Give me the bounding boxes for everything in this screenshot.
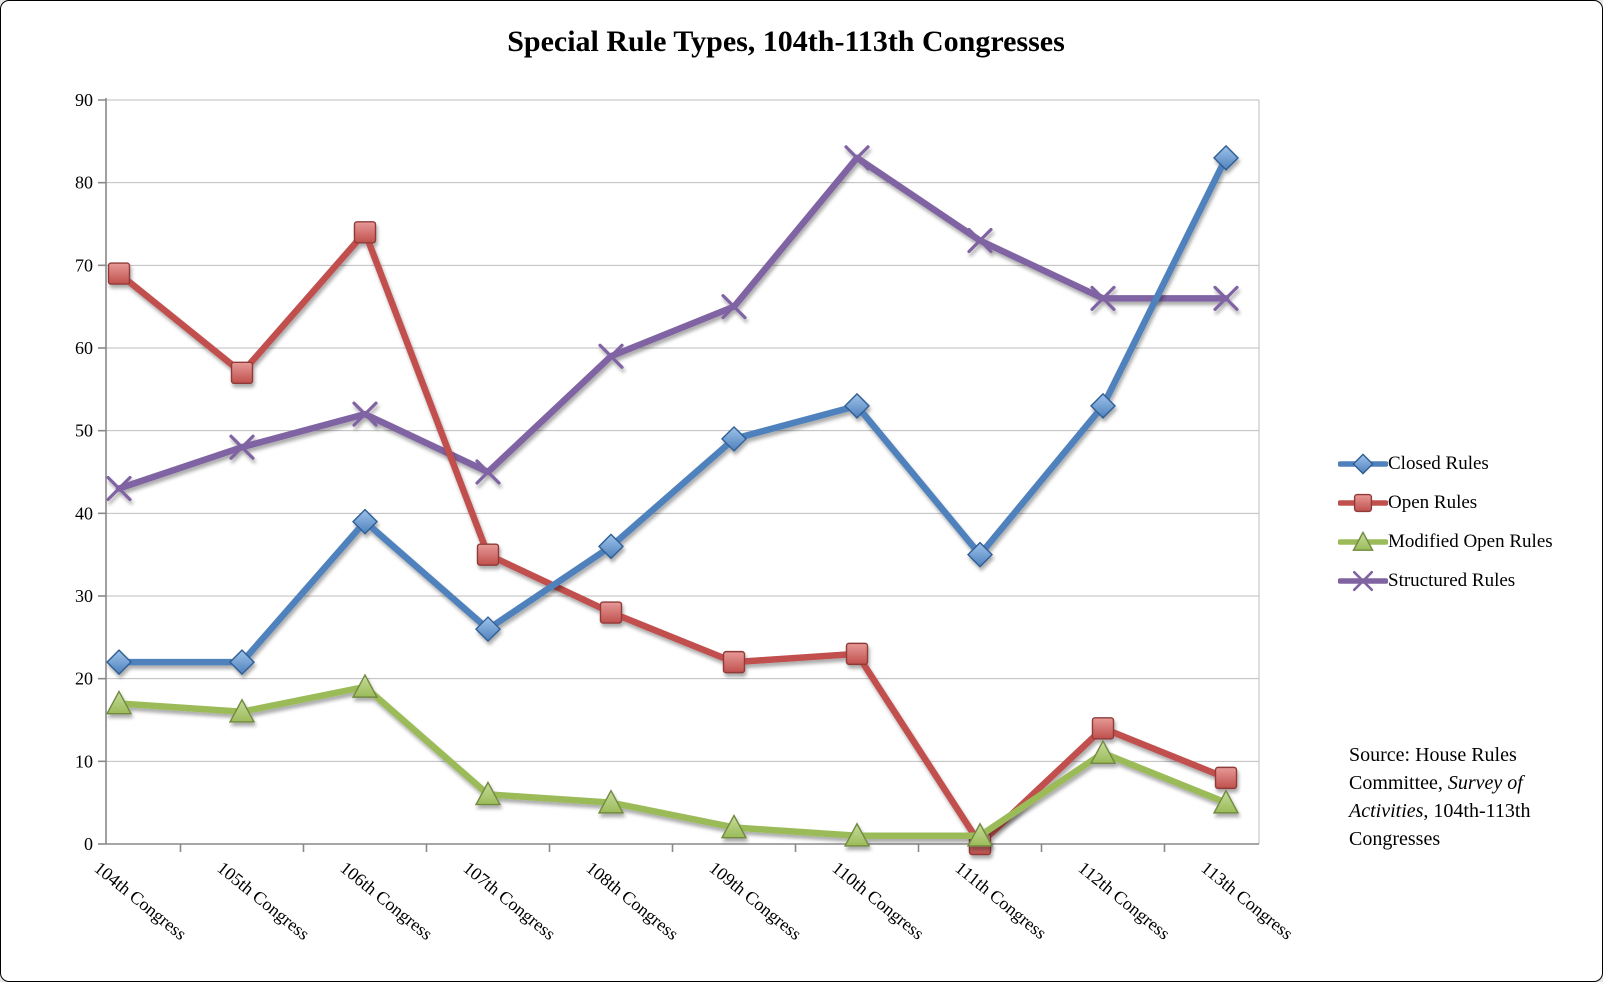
data-point-marker [720, 813, 748, 839]
y-axis-tick-label: 40 [75, 503, 93, 523]
legend-label: Closed Rules [1388, 453, 1489, 474]
data-point-marker [967, 227, 993, 254]
x-axis-label: 109th Congress [705, 858, 805, 944]
source-note-text: Source: House Rules Committee, [1349, 744, 1517, 794]
data-point-marker [1091, 717, 1115, 740]
data-point-marker [107, 262, 131, 285]
source-note-suffix: , 104th-113th Congresses [1349, 800, 1531, 850]
source-note: Source: House Rules Committee, Survey of… [1349, 741, 1571, 853]
data-point-marker [845, 642, 869, 666]
data-point-marker [351, 673, 379, 698]
y-axis-tick-label: 50 [75, 421, 93, 441]
data-point-marker [1089, 739, 1117, 764]
series-closed-rules [106, 144, 1239, 676]
x-legend-marker-icon [1338, 570, 1388, 592]
y-axis-tick-label: 0 [84, 834, 93, 854]
legend-item-modified-open-rules: Modified Open Rules [1338, 530, 1553, 554]
y-axis-tick-label: 60 [75, 338, 93, 358]
y-axis-tick-label: 10 [75, 751, 93, 771]
data-point-marker [228, 698, 256, 723]
x-axis-label: 107th Congress [459, 858, 559, 944]
data-point-marker [106, 475, 132, 502]
data-point-marker [353, 221, 377, 244]
data-point-marker [1213, 285, 1239, 311]
data-point-marker [1090, 285, 1116, 311]
diamond-legend-marker-icon [1338, 453, 1388, 475]
x-axis-label: 113th Congress [1197, 858, 1297, 944]
x-axis-label: 105th Congress [213, 858, 313, 944]
legend-label: Modified Open Rules [1388, 531, 1553, 552]
data-point-marker [966, 822, 994, 847]
legend-item-structured-rules: Structured Rules [1338, 569, 1553, 593]
data-point-marker [352, 508, 378, 535]
series-open-rules [107, 221, 1238, 856]
y-axis-tick-label: 80 [75, 173, 93, 193]
x-axis-label: 106th Congress [336, 858, 436, 944]
chart-title: Special Rule Types, 104th-113th Congress… [507, 25, 1065, 58]
data-point-marker [844, 145, 870, 171]
data-point-marker [230, 361, 254, 384]
data-point-marker [106, 649, 132, 676]
data-point-marker [229, 649, 255, 676]
y-axis-tick-label: 70 [75, 255, 93, 275]
data-point-marker [352, 401, 378, 427]
data-point-marker [474, 780, 502, 806]
legend-label: Structured Rules [1388, 570, 1516, 591]
legend: Closed Rules Open Rules Modified Open Rule… [1338, 452, 1553, 608]
x-axis-label: 110th Congress [828, 858, 928, 944]
series-line [115, 154, 1230, 492]
data-point-marker [1212, 789, 1240, 814]
data-point-marker [1352, 453, 1374, 475]
x-axis-label: 108th Congress [582, 858, 682, 944]
y-axis-tick-label: 20 [75, 669, 93, 689]
data-point-marker [598, 533, 624, 560]
data-point-marker [843, 822, 871, 847]
y-axis-tick-label: 30 [75, 586, 93, 606]
data-point-marker [844, 392, 870, 419]
data-point-marker [599, 601, 623, 624]
series-line [115, 154, 1230, 666]
data-point-marker [598, 343, 624, 369]
gridlines [106, 99, 1260, 844]
source-note-italic: Survey of Activities [1349, 772, 1523, 822]
data-point-marker [1352, 570, 1374, 592]
legend-item-closed-rules: Closed Rules [1338, 452, 1553, 476]
data-point-marker [1090, 392, 1116, 419]
data-point-marker [475, 616, 501, 643]
triangle-legend-marker-icon [1338, 530, 1388, 551]
legend-label: Open Rules [1388, 492, 1478, 513]
data-point-marker [1352, 530, 1374, 551]
series-line [115, 683, 1230, 839]
y-axis-tick-label: 90 [75, 90, 93, 110]
series-line [115, 229, 1230, 848]
legend-item-open-rules: Open Rules [1338, 491, 1553, 515]
x-axis-label: 112th Congress [1074, 858, 1174, 944]
data-point-marker [1213, 144, 1239, 171]
data-point-marker [475, 459, 501, 485]
data-point-marker [721, 294, 747, 320]
square-legend-marker-icon [1338, 493, 1388, 513]
x-axis-label: 104th Congress [90, 858, 190, 944]
data-point-marker [722, 650, 746, 674]
data-point-marker [105, 689, 133, 715]
data-point-marker [1353, 493, 1373, 513]
series-structured-rules [106, 145, 1239, 502]
data-point-marker [229, 434, 255, 460]
series-modified-open-rules [105, 673, 1240, 847]
x-axis-label: 111th Congress [951, 858, 1050, 944]
data-point-marker [967, 541, 993, 568]
data-point-marker [721, 425, 747, 452]
data-point-marker [1214, 766, 1238, 790]
data-point-marker [476, 543, 500, 566]
data-point-marker [597, 789, 625, 814]
